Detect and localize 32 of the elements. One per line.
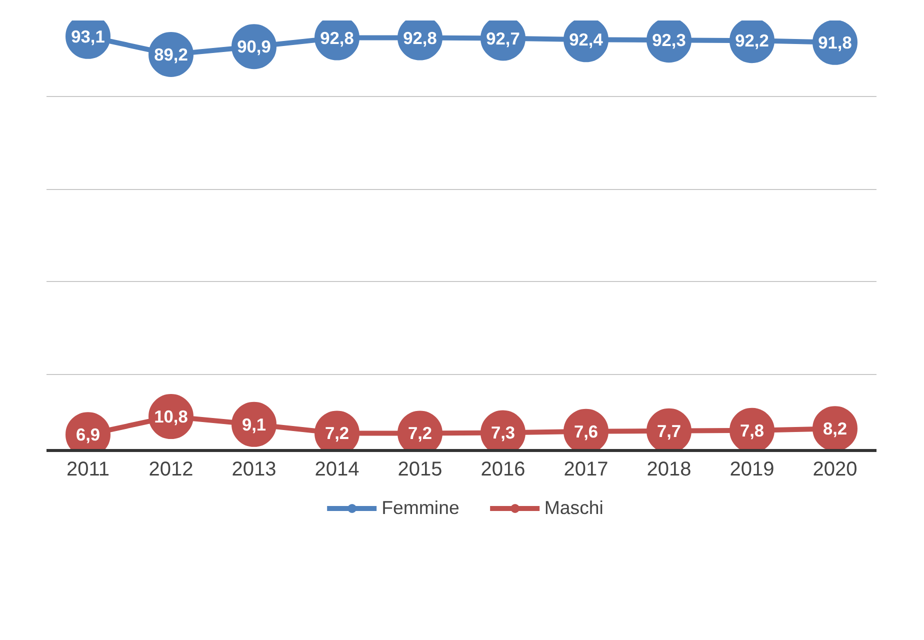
- data-label: 7,7: [656, 420, 682, 441]
- data-label: 7,2: [408, 423, 432, 444]
- data-label: 9,1: [242, 414, 266, 434]
- x-tick-label: 2015: [398, 458, 442, 480]
- data-label: 92,4: [569, 30, 604, 50]
- data-label: 7,3: [490, 422, 516, 443]
- x-tick-label: 2012: [148, 458, 194, 480]
- data-label: 6,9: [76, 424, 100, 445]
- data-label: 93,1: [71, 26, 106, 46]
- data-label: 7,2: [324, 423, 350, 444]
- data-label: 90,9: [237, 36, 271, 57]
- data-label: 10,8: [154, 406, 188, 427]
- x-tick-label: 2018: [646, 458, 692, 480]
- data-label: 91,8: [818, 32, 852, 52]
- legend-label: Maschi: [544, 497, 604, 519]
- x-tick-label: 2020: [812, 458, 858, 480]
- x-tick-label: 2016: [480, 458, 526, 480]
- x-tick-label: 2019: [730, 458, 774, 480]
- data-label: 7,8: [740, 420, 764, 440]
- data-label: 7,6: [574, 421, 598, 442]
- x-tick-label: 2011: [66, 458, 110, 480]
- x-tick-label: 2014: [314, 458, 360, 480]
- data-label: 92,7: [486, 28, 520, 48]
- data-label: 92,8: [320, 28, 354, 48]
- data-label: 92,2: [735, 30, 769, 51]
- data-label: 89,2: [154, 44, 188, 64]
- data-label: 92,8: [403, 28, 438, 48]
- legend-label: Femmine: [382, 497, 460, 519]
- data-label: 92,3: [652, 30, 686, 50]
- data-label: 8,2: [822, 418, 848, 439]
- x-tick-label: 2013: [232, 458, 276, 480]
- x-tick-label: 2017: [564, 458, 608, 480]
